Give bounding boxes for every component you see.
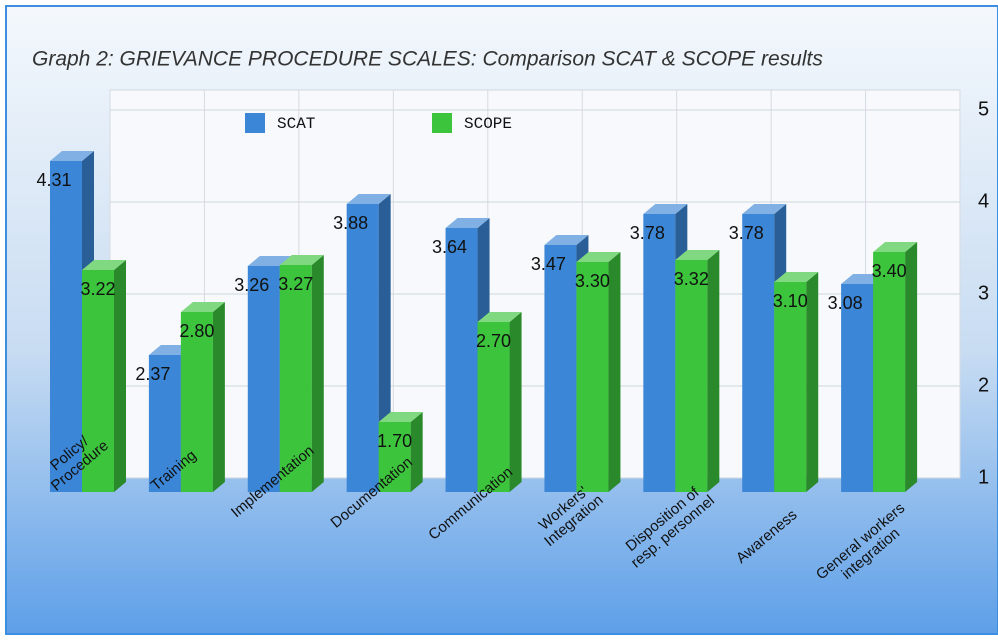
bar-side <box>707 250 720 492</box>
bar <box>675 260 708 492</box>
value-label: 4.31 <box>36 170 71 190</box>
bar-top <box>247 256 292 266</box>
bar <box>477 322 510 492</box>
value-label: 3.27 <box>278 274 313 294</box>
bar-top <box>346 194 391 204</box>
bar-top <box>544 235 589 245</box>
value-label: 2.37 <box>135 364 170 384</box>
legend-swatch <box>432 113 452 133</box>
bar <box>742 214 775 492</box>
y-tick-label: 2 <box>978 374 989 396</box>
bar-top <box>82 260 126 270</box>
bar <box>873 252 906 492</box>
bar-top <box>445 218 490 228</box>
value-label: 3.40 <box>872 261 907 281</box>
bar-side <box>114 260 126 492</box>
bar <box>841 284 874 492</box>
bar <box>774 282 807 492</box>
bar <box>643 214 676 492</box>
bar <box>346 204 379 492</box>
bar-top <box>774 272 819 282</box>
bar-top <box>378 412 423 422</box>
value-label: 2.70 <box>476 331 511 351</box>
value-label: 1.70 <box>377 431 412 451</box>
bar-top <box>279 255 324 265</box>
bar-top <box>576 252 621 262</box>
bar-side <box>509 312 522 492</box>
legend-label: SCOPE <box>464 115 512 133</box>
bar <box>50 161 82 492</box>
bar <box>180 312 213 492</box>
y-tick-label: 3 <box>978 282 989 304</box>
bar-top <box>50 151 94 161</box>
bar <box>544 245 577 492</box>
bar <box>279 265 312 492</box>
bar-side <box>311 255 324 492</box>
bar <box>148 355 181 492</box>
value-label: 3.22 <box>80 279 115 299</box>
chart-title: Graph 2: GRIEVANCE PROCEDURE SCALES: Com… <box>32 48 823 71</box>
value-label: 3.32 <box>674 269 709 289</box>
bar <box>378 422 411 492</box>
y-tick-label: 4 <box>978 190 989 212</box>
value-label: 3.08 <box>828 293 863 313</box>
value-label: 3.88 <box>333 213 368 233</box>
bar-side <box>410 412 423 492</box>
bar-side <box>905 242 918 492</box>
legend-label: SCAT <box>277 115 315 133</box>
bar-top <box>873 242 918 252</box>
bar-side <box>212 302 225 492</box>
bar <box>82 270 114 492</box>
bar <box>576 262 609 492</box>
value-label: 3.26 <box>234 275 269 295</box>
bar-top <box>742 204 787 214</box>
value-label: 3.78 <box>729 223 764 243</box>
value-label: 3.47 <box>531 254 566 274</box>
bar-top <box>675 250 720 260</box>
value-label: 2.80 <box>179 321 214 341</box>
value-label: 3.10 <box>773 291 808 311</box>
bar <box>445 228 478 492</box>
value-label: 3.64 <box>432 237 467 257</box>
bar-top <box>180 302 225 312</box>
value-label: 3.78 <box>630 223 665 243</box>
legend-swatch <box>245 113 265 133</box>
bar-side <box>608 252 621 492</box>
y-tick-label: 5 <box>978 98 989 120</box>
bar-top <box>477 312 522 322</box>
y-tick-label: 1 <box>978 466 989 488</box>
bar <box>247 266 280 492</box>
bar-side <box>806 272 819 492</box>
bar-top <box>643 204 688 214</box>
value-label: 3.30 <box>575 271 610 291</box>
